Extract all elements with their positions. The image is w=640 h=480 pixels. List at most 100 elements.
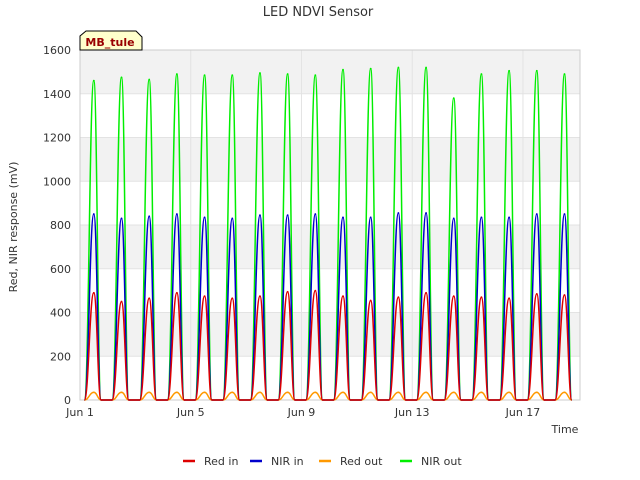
data-point: [175, 73, 178, 75]
background-band: [80, 225, 580, 269]
data-point: [480, 296, 483, 299]
data-point: [369, 391, 372, 394]
data-point: [480, 391, 483, 394]
data-point: [425, 66, 427, 69]
data-point: [508, 391, 511, 394]
data-point: [259, 295, 261, 297]
data-point: [342, 216, 344, 219]
background-band: [80, 312, 580, 357]
data-point: [120, 217, 123, 220]
data-point: [92, 79, 95, 82]
data-point: [535, 293, 538, 295]
data-point: [314, 74, 317, 77]
data-point: [452, 217, 455, 220]
site-tag-label: MB_tule: [85, 36, 134, 49]
data-point: [286, 214, 289, 217]
data-point: [563, 294, 566, 296]
data-point: [203, 216, 206, 219]
data-point: [120, 300, 123, 303]
data-point: [535, 69, 538, 72]
data-point: [452, 295, 455, 297]
data-point: [508, 69, 511, 72]
x-tick-label: Jun 1: [65, 406, 94, 419]
data-point: [175, 213, 178, 215]
data-point: [480, 73, 483, 75]
site-tag-box: [79, 30, 143, 51]
data-point: [535, 391, 538, 394]
data-point: [535, 213, 538, 215]
data-point: [342, 391, 344, 394]
data-point: [203, 295, 206, 297]
data-point: [314, 213, 317, 215]
data-point: [563, 213, 566, 215]
series-layer: [83, 66, 573, 401]
data-point: [369, 67, 372, 70]
data-point: [314, 289, 317, 292]
data-point: [231, 217, 234, 220]
data-point: [342, 68, 344, 71]
y-tick-label: 200: [50, 350, 71, 363]
data-point: [397, 296, 400, 299]
data-point: [231, 297, 234, 300]
data-point: [508, 216, 511, 219]
site-tag: MB_tule: [79, 30, 143, 51]
data-point: [203, 74, 206, 77]
y-tick-label: 800: [50, 219, 71, 232]
legend-label: NIR out: [421, 455, 462, 468]
data-point: [369, 216, 372, 219]
data-point: [425, 391, 427, 394]
y-tick-label: 1000: [43, 175, 71, 188]
data-point: [148, 215, 151, 218]
y-axis: 0 200 400 600 800 1000 1200 1400 1600: [43, 44, 71, 407]
data-point: [563, 73, 566, 75]
data-point: [259, 391, 261, 394]
y-tick-label: 0: [64, 394, 71, 407]
y-axis-label: Red, NIR response (mV): [7, 162, 20, 293]
data-point: [120, 391, 123, 394]
data-point: [92, 213, 95, 215]
data-point: [286, 73, 289, 75]
y-tick-label: 1200: [43, 132, 71, 145]
chart-title: LED NDVI Sensor: [263, 5, 374, 20]
legend-label: Red out: [340, 455, 383, 468]
data-point: [175, 291, 178, 294]
data-point: [203, 391, 206, 394]
data-point: [286, 391, 289, 394]
data-point: [369, 299, 372, 302]
y-tick-label: 600: [50, 263, 71, 276]
legend: Red in NIR in Red out NIR out: [183, 455, 462, 468]
x-axis-label: Time: [551, 423, 579, 436]
background-band: [80, 137, 580, 182]
data-point: [231, 391, 234, 394]
data-point: [92, 291, 95, 294]
data-point: [425, 291, 427, 294]
data-point: [314, 391, 317, 394]
x-axis: Jun 1 Jun 5 Jun 9 Jun 13 Jun 17: [65, 406, 540, 419]
data-point: [342, 295, 344, 297]
y-tick-label: 400: [50, 307, 71, 320]
y-tick-label: 1400: [43, 88, 71, 101]
data-point: [397, 212, 400, 214]
data-point: [231, 74, 234, 77]
data-point: [425, 212, 427, 214]
data-point: [148, 391, 151, 394]
x-tick-label: Jun 5: [176, 406, 205, 419]
x-tick-label: Jun 13: [394, 406, 430, 419]
data-point: [148, 78, 151, 81]
data-point: [286, 290, 289, 293]
data-point: [452, 97, 455, 100]
series-line: [83, 289, 573, 401]
data-point: [397, 391, 400, 394]
data-point: [563, 391, 566, 394]
background-band: [80, 50, 580, 94]
data-point: [397, 66, 400, 69]
data-point: [480, 216, 483, 219]
legend-label: NIR in: [271, 455, 304, 468]
legend-label: Red in: [204, 455, 238, 468]
y-tick-label: 1600: [43, 44, 71, 57]
data-point: [148, 297, 151, 300]
data-point: [508, 297, 511, 300]
x-tick-label: Jun 9: [287, 406, 316, 419]
x-tick-label: Jun 17: [505, 406, 541, 419]
